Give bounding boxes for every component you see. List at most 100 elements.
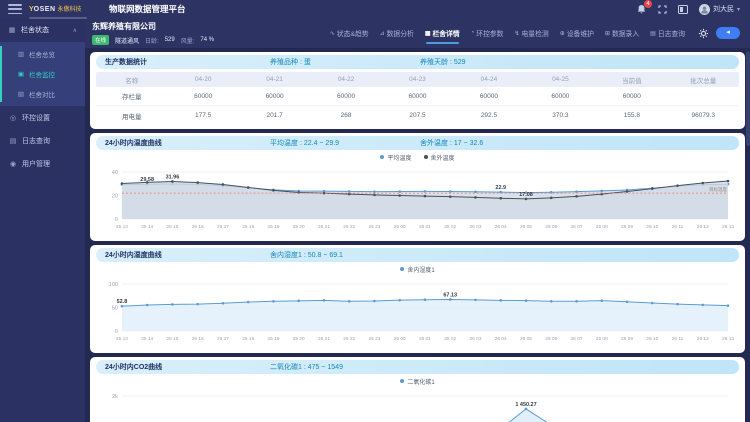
- sidebar-item-env-settings[interactable]: ◎ 环控设置: [0, 106, 85, 129]
- card-header: 生产数据统计 养殖品种 : 蛋 养殖天龄 : 529: [96, 55, 739, 69]
- chart-legend: 舍内湿度1: [96, 264, 739, 274]
- svg-text:25 23: 25 23: [368, 336, 380, 342]
- tab-data-entry[interactable]: ⊞ 数据录入: [604, 30, 640, 39]
- svg-text:25 18: 25 18: [242, 224, 254, 230]
- tab-power-check[interactable]: ↯ 电量检测: [514, 30, 549, 39]
- analysis-icon: ⊿: [379, 30, 385, 37]
- settings-gear-icon[interactable]: [698, 28, 709, 39]
- trend-icon: ∿: [329, 30, 335, 37]
- table-cell: 96079.3: [691, 112, 716, 119]
- sidebar-item-pen-monitor[interactable]: ▣ 栏舍监控: [0, 64, 85, 84]
- sidebar-item-pen-compare[interactable]: ▧ 栏舍对比: [0, 84, 85, 104]
- sidebar-item-pen-overview[interactable]: ▥ 栏舍总览: [0, 44, 85, 64]
- table-cell: 60000: [479, 92, 498, 100]
- table-cell: 201.7: [266, 112, 283, 119]
- table-cell: 292.5: [480, 112, 498, 119]
- svg-text:2k: 2k: [112, 394, 118, 400]
- svg-text:26 08: 26 08: [596, 336, 608, 342]
- tab-status-trend[interactable]: ∿ 状态&趋势: [329, 30, 369, 39]
- tab-pen-detail[interactable]: ▦ 栏舍详情: [424, 28, 460, 44]
- tab-log-query[interactable]: ▤ 日志查询: [650, 30, 685, 39]
- svg-text:26 05: 26 05: [520, 336, 532, 342]
- legend-item[interactable]: 二氧化碳1: [400, 377, 435, 386]
- user-menu[interactable]: 刘大民 ▾: [698, 3, 740, 15]
- pen-overview-icon: ▥: [17, 51, 25, 58]
- scrollbar-thumb[interactable]: [746, 51, 750, 146]
- svg-text:26 04: 26 04: [495, 336, 507, 342]
- table-cell: 名称: [125, 77, 139, 85]
- notification-bell-icon[interactable]: 4: [636, 0, 652, 15]
- power-icon: ↯: [514, 30, 520, 37]
- svg-text:17.08: 17.08: [519, 192, 533, 198]
- pen-status-icon: ▦: [8, 27, 16, 34]
- tab-env-params[interactable]: ◔ 环控参数: [470, 30, 504, 38]
- table-row: 存栏量 60000 60000 60000 60000 60000 60000 60000: [96, 87, 739, 106]
- table-cell: 268: [340, 112, 352, 119]
- pen-compare-icon: ▧: [17, 91, 25, 98]
- svg-text:26 13: 26 13: [722, 224, 734, 230]
- svg-text:26 02: 26 02: [444, 336, 456, 342]
- air-volume-label: 风量:: [180, 38, 195, 45]
- sidebar-item-label: 日志查询: [22, 137, 50, 145]
- sidebar-submenu: ▥ 栏舍总览 ▣ 栏舍监控 ▧ 栏舍对比: [0, 42, 85, 106]
- table-cell: 当前值: [622, 77, 642, 85]
- svg-text:25 18: 25 18: [242, 336, 254, 342]
- brand-letter: Y: [29, 6, 34, 13]
- outdoor-temp-range: 舍外温度 : 17 ~ 32.6: [420, 140, 484, 147]
- svg-text:25 21: 25 21: [318, 224, 330, 230]
- sidebar-item-user-manage[interactable]: ◉ 用户管理: [0, 152, 85, 175]
- card-title: 24小时内温度曲线: [105, 140, 162, 147]
- svg-text:26 00: 26 00: [394, 336, 406, 342]
- svg-text:67.13: 67.13: [443, 292, 457, 298]
- chart-svg: 0 50 100 25 13 25 14 25 15 25 16 25 17 25 18 25 1…: [109, 282, 735, 342]
- sidebar-collapse-icon[interactable]: [8, 4, 22, 14]
- svg-text:26 11: 26 11: [672, 224, 684, 230]
- table-cell: 存栏量: [121, 94, 142, 101]
- card-header: 24小时内湿度曲线 舍内湿度1 : 50.8 ~ 69.1: [96, 248, 739, 262]
- log-icon: ▤: [650, 30, 656, 37]
- env-params-icon: ◔: [470, 30, 475, 36]
- breed-stat: 养殖品种 : 蛋: [270, 59, 311, 66]
- legend-item[interactable]: 舍内湿度1: [400, 265, 435, 274]
- svg-text:25 19: 25 19: [267, 336, 279, 342]
- svg-text:26 06: 26 06: [545, 336, 557, 342]
- svg-text:25 19: 25 19: [267, 224, 279, 230]
- fullscreen-icon[interactable]: [657, 4, 668, 15]
- svg-text:25 20: 25 20: [293, 336, 305, 342]
- svg-text:26 10: 26 10: [646, 224, 658, 230]
- collapse-toggle-button[interactable]: ◂: [716, 27, 740, 39]
- age-stat: 养殖天龄 : 529: [420, 59, 466, 66]
- svg-text:26 09: 26 09: [621, 224, 633, 230]
- svg-text:25 13: 25 13: [116, 224, 128, 230]
- table-cell: 60000: [194, 92, 213, 100]
- table-cell: 用电量: [121, 113, 142, 121]
- table-cell: 370.3: [552, 112, 569, 119]
- svg-text:25 13: 25 13: [116, 336, 128, 342]
- legend-item[interactable]: 平均温度: [380, 153, 412, 162]
- notification-count-badge: 4: [643, 0, 652, 8]
- svg-text:25 16: 25 16: [192, 336, 204, 342]
- pen-detail-icon: ▦: [424, 30, 431, 37]
- table-cell: 60000: [408, 92, 427, 100]
- panel-layout-icon[interactable]: [678, 4, 689, 15]
- log-query-icon: ▤: [9, 137, 17, 145]
- tab-device-maintain[interactable]: ⊕ 设备维护: [559, 30, 594, 39]
- svg-text:50: 50: [112, 305, 118, 311]
- card-title: 24小时内湿度曲线: [105, 252, 162, 259]
- sidebar-item-label: 栏舍对比: [29, 92, 55, 99]
- sidebar-item-log-query[interactable]: ▤ 日志查询: [0, 129, 85, 152]
- chart-svg: 0 20 40 25 13 25 14 25 15 25 16 25 17 25 18 25 19…: [112, 170, 735, 230]
- humidity-range: 舍内湿度1 : 50.8 ~ 69.1: [270, 252, 343, 259]
- svg-text:0: 0: [115, 217, 118, 223]
- svg-text:25 16: 25 16: [192, 224, 204, 230]
- legend-item[interactable]: 舍外温度: [423, 153, 455, 162]
- svg-text:26 01: 26 01: [419, 336, 431, 342]
- svg-text:25 17: 25 17: [217, 224, 229, 230]
- sidebar-group-pen-status[interactable]: ▦ 栏舍状态 ∧: [0, 18, 85, 42]
- table-cell: 60000: [337, 92, 356, 100]
- sidebar-item-label: 用户管理: [22, 160, 50, 168]
- tab-data-analysis[interactable]: ⊿ 数据分析: [379, 30, 414, 39]
- svg-text:25 14: 25 14: [141, 224, 153, 230]
- air-volume-value: 74 %: [200, 37, 215, 43]
